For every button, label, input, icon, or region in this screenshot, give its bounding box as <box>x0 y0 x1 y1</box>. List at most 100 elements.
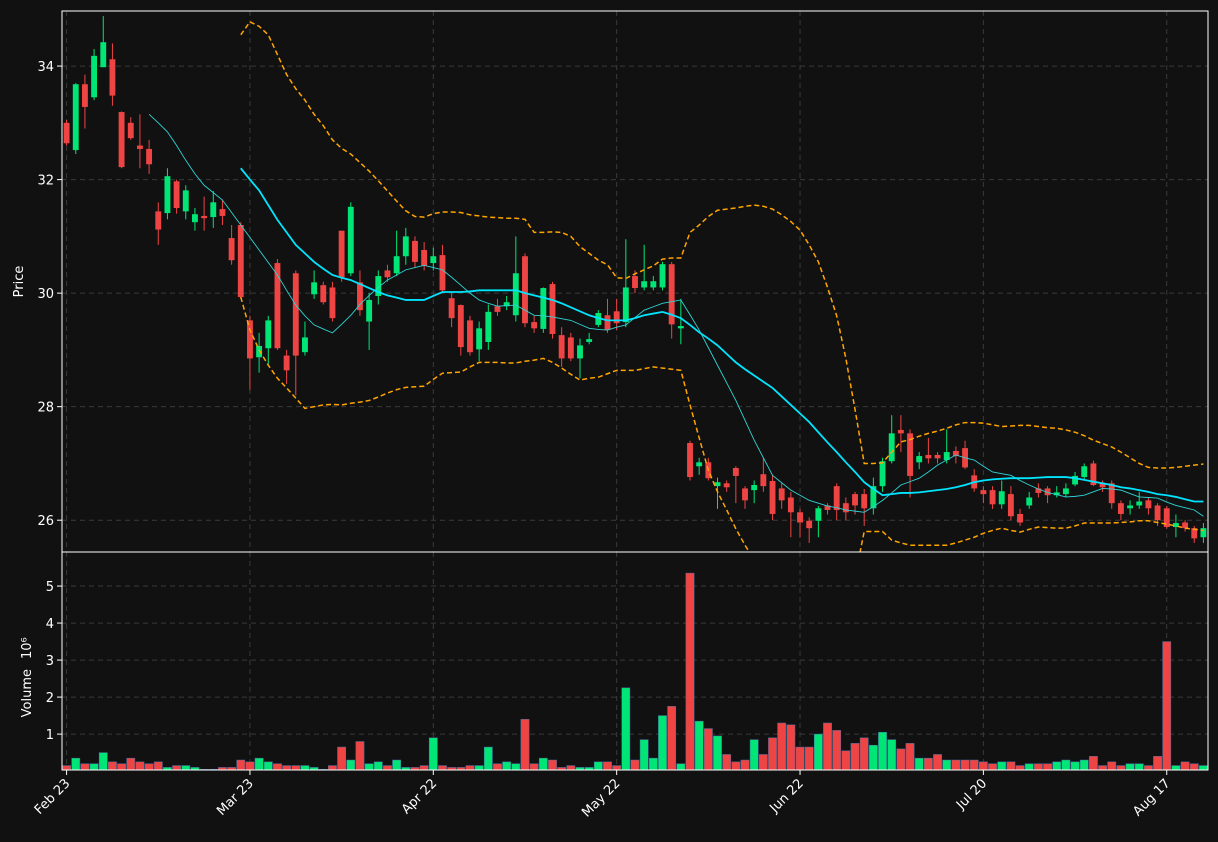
candle-body <box>797 512 803 523</box>
candle-body <box>760 474 767 487</box>
candle-body <box>943 452 950 461</box>
candle-body <box>1200 528 1207 538</box>
volume-bar <box>401 767 411 770</box>
volume-bar <box>566 765 576 770</box>
candle-body <box>632 276 638 289</box>
volume-bar <box>979 761 988 770</box>
candle-body <box>815 508 822 521</box>
volume-bar <box>493 763 502 770</box>
candle-body <box>237 225 244 298</box>
volume-bar <box>538 757 548 770</box>
volume-bar <box>914 757 924 770</box>
candle-body <box>384 270 391 278</box>
candle-body <box>1145 500 1152 509</box>
candle-body <box>421 249 428 266</box>
candle-body <box>366 299 373 322</box>
volume-bar <box>584 767 594 770</box>
volume-bar <box>291 765 301 770</box>
candle-body <box>109 59 116 96</box>
volume-bar <box>951 759 961 770</box>
volume-bar <box>1144 765 1153 770</box>
candle-body <box>118 112 125 168</box>
panel-frame <box>61 551 1209 771</box>
volume-bar <box>658 715 667 770</box>
volume-bar <box>557 767 567 770</box>
candle-body <box>613 311 620 324</box>
volume-bar <box>273 763 282 770</box>
volume-bar <box>868 744 878 770</box>
candle-body <box>934 454 941 459</box>
volume-bar <box>1180 761 1190 770</box>
volume-bar <box>263 761 273 770</box>
volume-bar <box>832 730 842 770</box>
candle-body <box>1072 475 1078 485</box>
volume-bar <box>108 761 117 770</box>
plot-area <box>63 16 1207 552</box>
volume-bar <box>483 746 493 770</box>
candle-body <box>842 503 849 513</box>
volume-bar <box>768 737 777 770</box>
candle-body <box>63 122 70 144</box>
volume-bar <box>1171 765 1181 770</box>
volume-bar <box>1098 765 1107 770</box>
candle-body <box>311 282 318 295</box>
candle-body <box>641 281 648 288</box>
candle-body <box>1172 523 1179 528</box>
volume-bar <box>346 759 356 770</box>
candle-body <box>714 482 721 487</box>
candle-body <box>164 176 171 214</box>
candle-body <box>1044 488 1051 496</box>
volume-bar <box>823 722 832 770</box>
candle-body <box>228 238 235 261</box>
candle-body <box>127 122 134 139</box>
candle-body <box>329 287 336 319</box>
candle-body <box>503 302 510 307</box>
volume-bar <box>144 763 154 770</box>
moving-average <box>240 167 1204 503</box>
volume-bar <box>190 767 200 770</box>
candle-body <box>393 256 400 274</box>
moving-average <box>148 113 1204 517</box>
candle-body <box>778 488 785 501</box>
candle-body <box>907 433 913 476</box>
volume-bar <box>511 763 521 770</box>
candle-body <box>265 320 272 349</box>
volume-bar <box>850 743 860 770</box>
candle-body <box>1007 494 1014 517</box>
candle-body <box>622 287 629 323</box>
volume-bar <box>1024 763 1034 770</box>
volume-bar <box>593 761 603 770</box>
volume-bar <box>172 765 181 770</box>
bollinger-band <box>240 20 1204 469</box>
volume-bar <box>1061 759 1071 770</box>
volume-bar <box>456 767 466 770</box>
candle-body <box>806 520 813 529</box>
volume-bar <box>1052 761 1062 770</box>
candle-body <box>989 490 996 505</box>
volume-bar <box>942 759 952 770</box>
y-tick-label: 2 <box>46 691 54 706</box>
volume-bar <box>1134 763 1144 770</box>
volume-bar <box>1189 763 1199 770</box>
volume-bar <box>685 572 695 770</box>
volume-bar <box>135 761 145 770</box>
volume-bar <box>1070 761 1080 770</box>
volume-bar <box>749 739 759 770</box>
volume-bar <box>428 737 438 770</box>
volume-bar <box>438 765 447 770</box>
volume-bar <box>786 724 796 770</box>
volume-bar <box>859 737 869 770</box>
candle-body <box>531 322 538 329</box>
candle-body <box>274 263 281 349</box>
candle-body <box>540 288 547 329</box>
candle-body <box>320 285 327 303</box>
candle-body <box>302 337 308 353</box>
volume-bar <box>410 767 420 770</box>
candle-body <box>650 281 657 288</box>
volume-bar <box>758 754 768 770</box>
volume-bar <box>988 763 997 770</box>
volume-bar <box>126 757 136 770</box>
volume-bar <box>1043 763 1052 770</box>
